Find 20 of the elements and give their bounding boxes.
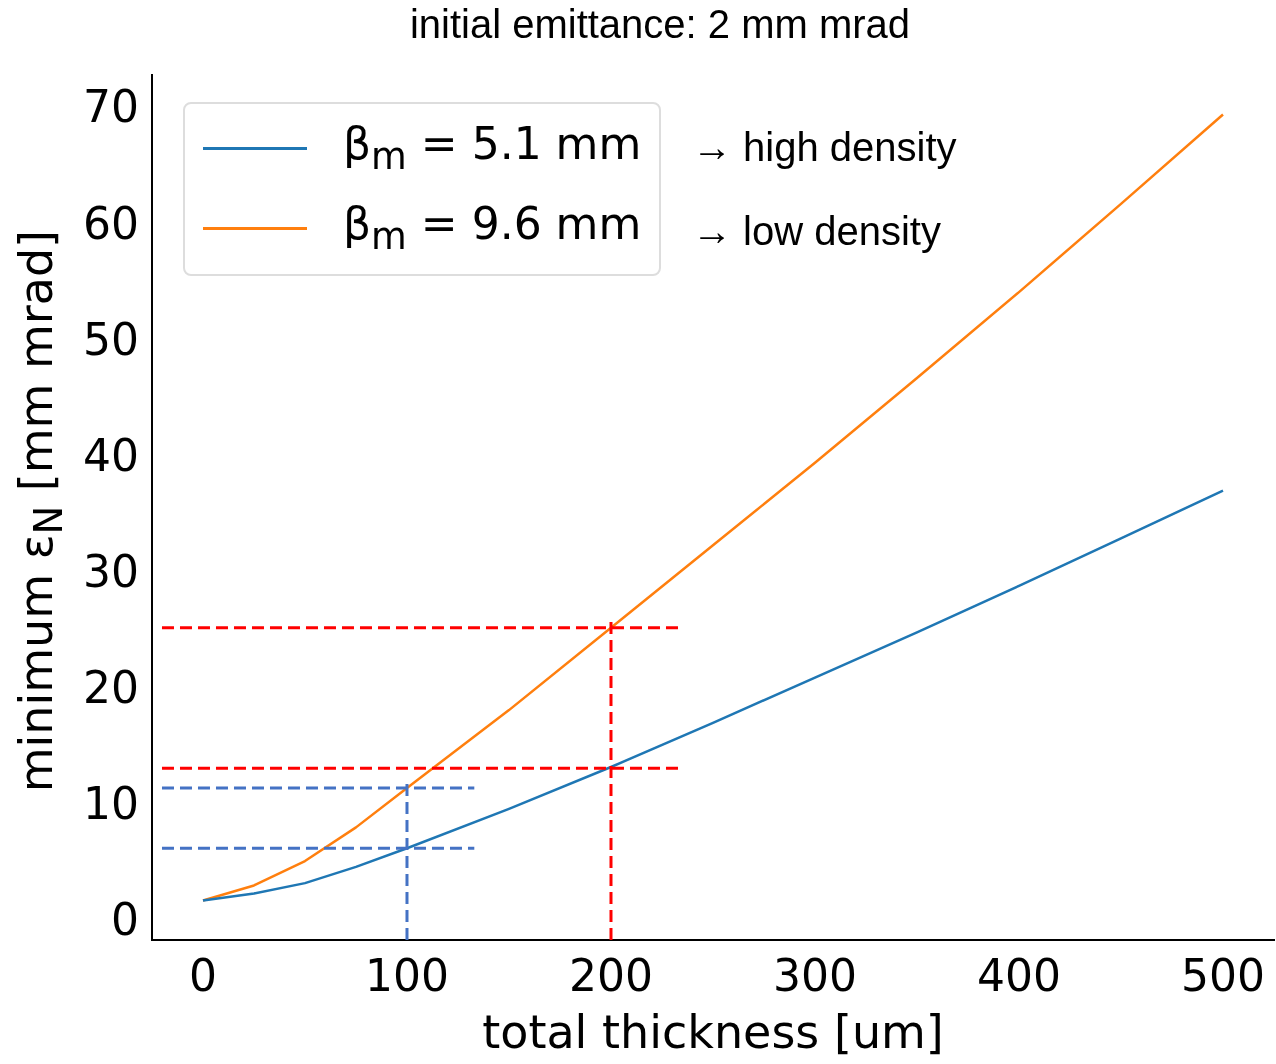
y-tick-label: 50 bbox=[82, 313, 139, 365]
x-tick-label: 400 bbox=[977, 949, 1061, 1001]
x-tick-label: 300 bbox=[773, 949, 857, 1001]
x-axis-title: total thickness [um] bbox=[482, 1005, 944, 1060]
x-tick-label: 100 bbox=[365, 949, 449, 1001]
annotation: → low density bbox=[692, 208, 942, 255]
y-tick-label: 10 bbox=[82, 778, 139, 830]
x-tick-label: 200 bbox=[569, 949, 653, 1001]
x-tick-label: 0 bbox=[188, 949, 217, 1001]
y-tick-label: 40 bbox=[82, 429, 139, 481]
chart-title: initial emittance: 2 mm mrad bbox=[408, 2, 912, 47]
annotation: → high density bbox=[692, 124, 957, 171]
y-tick-label: 0 bbox=[110, 894, 139, 946]
y-tick-label: 30 bbox=[82, 545, 139, 597]
legend-label: β$_{m}$ = 9.6 mm bbox=[343, 198, 642, 258]
y-tick-label: 70 bbox=[82, 81, 139, 133]
legend-label: β$_{m}$ = 5.1 mm bbox=[343, 118, 642, 178]
x-tick-label: 500 bbox=[1181, 949, 1265, 1001]
y-tick-label: 20 bbox=[82, 661, 139, 713]
y-tick-label: 60 bbox=[82, 197, 139, 249]
